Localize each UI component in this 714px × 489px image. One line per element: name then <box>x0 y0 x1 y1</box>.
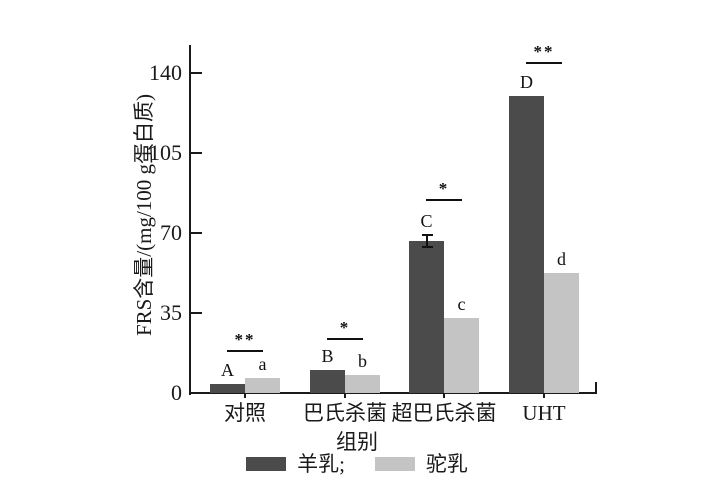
bar-letter-label: c <box>457 293 466 314</box>
y-tick-label: 35 <box>160 300 182 326</box>
y-tick <box>191 72 202 75</box>
significance-stars: * <box>438 178 450 198</box>
y-tick <box>191 392 202 394</box>
x-axis-spine <box>189 392 597 394</box>
bar-letter-label: d <box>557 249 566 270</box>
bar-letter-label: D <box>520 71 533 92</box>
y-tick-label: 140 <box>149 60 182 86</box>
y-axis-label: FRS含量/(mg/100 g蛋白质) <box>132 93 156 337</box>
y-tick-label: 0 <box>171 380 182 405</box>
y-tick-label: 105 <box>149 140 182 166</box>
bar-letter-label: a <box>258 354 267 375</box>
bar-letter-label: C <box>420 211 433 232</box>
x-tick <box>443 393 445 398</box>
error-bar <box>425 235 428 247</box>
bar-羊乳-巴氏杀菌 <box>310 370 345 393</box>
bar-驼乳-UHT <box>544 273 579 393</box>
error-bar-cap <box>421 245 433 248</box>
bar-羊乳-对照 <box>210 383 245 393</box>
significance-stars: ** <box>533 41 555 61</box>
bar-letter-label: B <box>321 346 334 367</box>
legend-item: 羊乳; <box>246 453 345 475</box>
y-tick <box>191 232 202 235</box>
legend-item: 驼乳 <box>374 452 468 476</box>
legend-label: 羊乳; <box>297 452 345 476</box>
bar-驼乳-巴氏杀菌 <box>345 374 380 393</box>
legend-swatch-icon <box>374 457 415 471</box>
bar-羊乳-UHT <box>509 95 544 393</box>
error-bar-cap <box>421 234 433 237</box>
bar-驼乳-超巴氏杀菌 <box>444 317 479 393</box>
significance-stars: * <box>339 318 351 338</box>
y-axis-spine <box>189 45 191 395</box>
x-tick <box>344 393 346 398</box>
x-tick-label: 超巴氏杀菌 <box>391 401 497 425</box>
significance-line <box>227 349 263 352</box>
x-tick-label: UHT <box>522 401 566 425</box>
y-tick <box>191 152 202 155</box>
significance-line <box>327 338 363 341</box>
x-tick <box>244 393 246 398</box>
bar-letter-label: A <box>221 359 234 380</box>
bar-羊乳-超巴氏杀菌 <box>409 241 444 393</box>
legend-label: 驼乳 <box>425 452 468 476</box>
y-tick <box>191 312 202 315</box>
significance-stars: ** <box>234 329 256 349</box>
x-axis-end-tick <box>595 382 597 393</box>
bar-驼乳-对照 <box>245 378 280 393</box>
legend: 羊乳; 驼乳 <box>0 453 714 475</box>
y-tick-label: 70 <box>160 220 182 246</box>
significance-line <box>426 198 462 201</box>
bar-letter-label: b <box>358 350 367 371</box>
x-tick-label: 巴氏杀菌 <box>303 401 387 425</box>
legend-swatch-icon <box>246 457 287 471</box>
significance-line <box>526 61 562 64</box>
x-axis-label: 组别 <box>336 430 378 454</box>
x-tick-label: 对照 <box>224 401 266 425</box>
x-tick <box>543 393 545 398</box>
